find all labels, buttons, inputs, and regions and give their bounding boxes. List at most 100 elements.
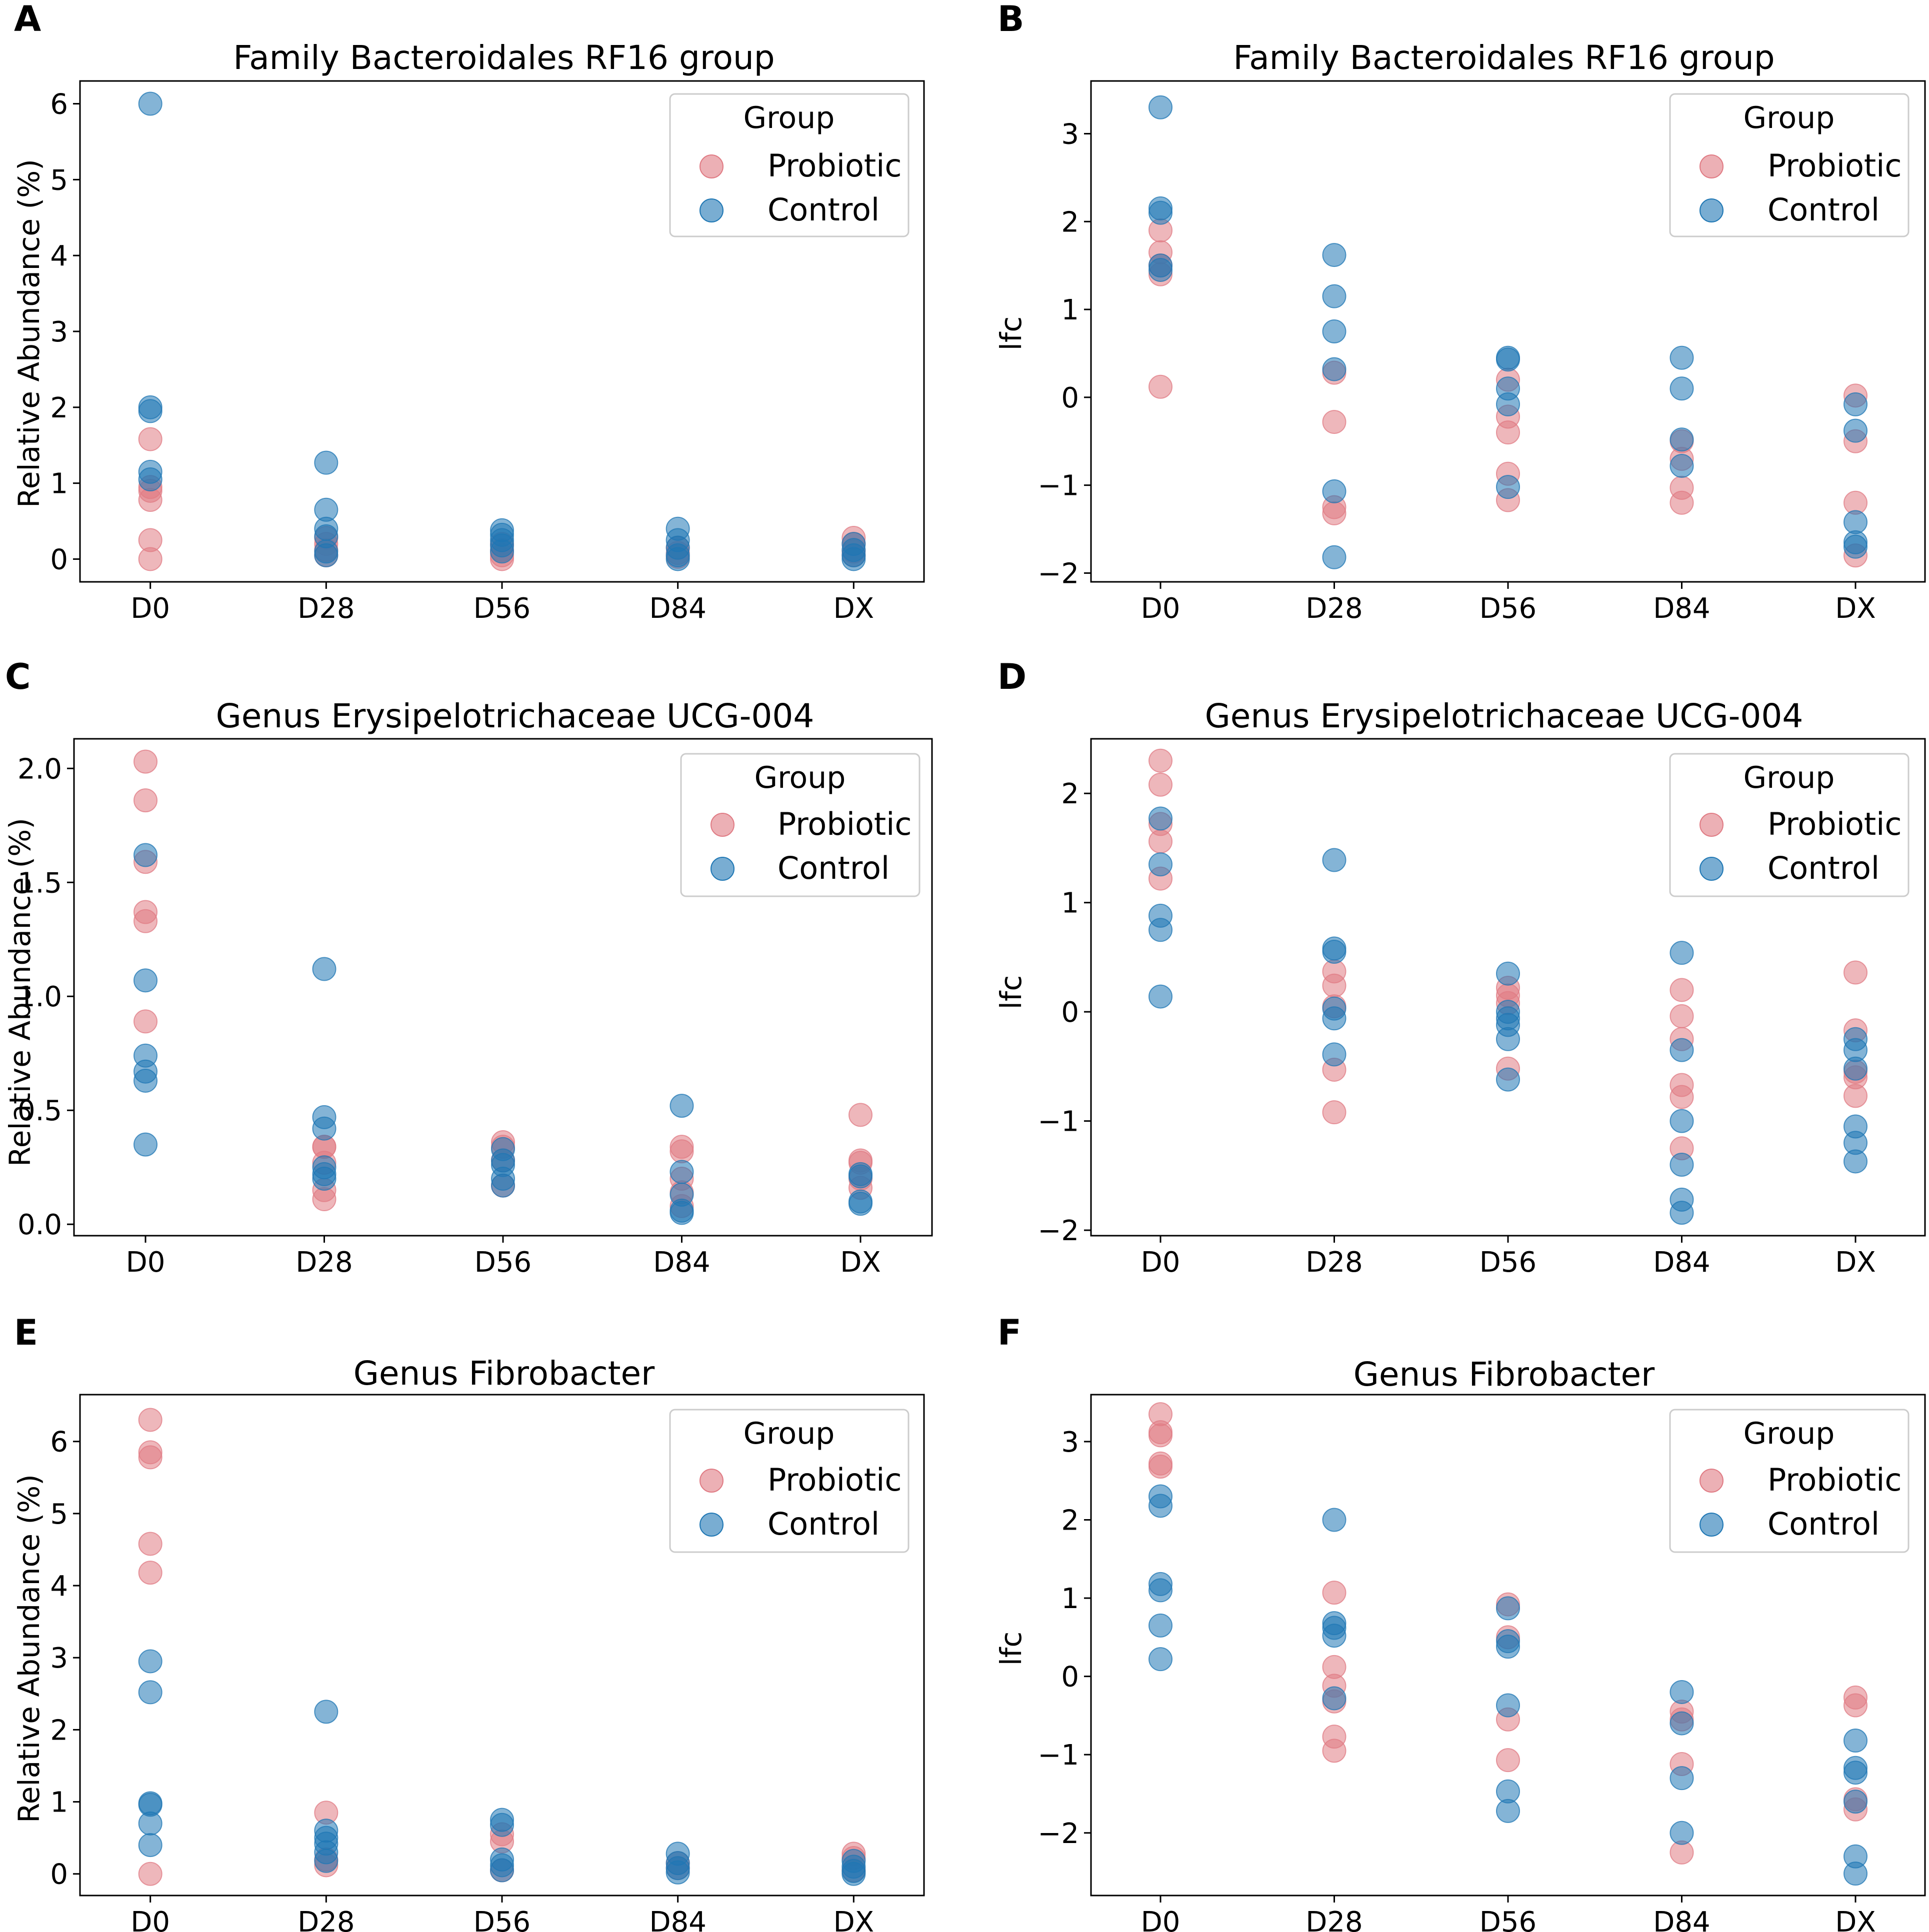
- y-tick-label: 4: [50, 240, 68, 272]
- legend-marker-probiotic: [710, 813, 734, 837]
- x-tick-label: D56: [474, 1246, 532, 1279]
- data-point-probiotic: [1670, 1085, 1694, 1109]
- data-point-probiotic: [312, 1187, 336, 1212]
- data-point-probiotic: [138, 1561, 162, 1585]
- panel-title: Genus Erysipelotrichaceae UCG-004: [216, 697, 814, 735]
- data-point-control: [1670, 1711, 1694, 1736]
- data-point-control: [1844, 534, 1868, 559]
- data-point-control: [1670, 1038, 1694, 1062]
- data-point-control: [670, 1201, 694, 1225]
- x-tick-label: DX: [1835, 1246, 1876, 1279]
- y-axis-label: Relative Abundance (%): [12, 159, 46, 508]
- data-point-control: [1496, 1596, 1520, 1621]
- data-point-control: [1322, 848, 1346, 872]
- data-point-control: [1670, 427, 1694, 452]
- data-point-control: [670, 1160, 694, 1184]
- legend-entry-probiotic: Probiotic: [778, 806, 912, 842]
- data-point-probiotic: [1496, 1748, 1520, 1773]
- legend-entry-probiotic: Probiotic: [768, 147, 902, 184]
- data-point-control: [1844, 1761, 1868, 1785]
- x-tick-label: D56: [1480, 1906, 1536, 1932]
- y-tick-label: 6: [50, 88, 68, 121]
- legend-marker-probiotic: [700, 154, 724, 178]
- y-axis-label: lfc: [994, 975, 1028, 1009]
- data-point-probiotic: [848, 1103, 872, 1127]
- data-point-control: [1670, 941, 1694, 965]
- y-tick-label: 0: [50, 1859, 68, 1891]
- x-tick-label: D28: [298, 592, 354, 625]
- legend-box: [680, 753, 920, 897]
- data-point-control: [1322, 357, 1346, 381]
- x-tick-label: DX: [834, 1906, 874, 1932]
- data-point-control: [1322, 1508, 1346, 1532]
- data-point-probiotic: [1148, 748, 1172, 773]
- data-points: [138, 1408, 866, 1886]
- data-point-control: [1148, 1578, 1172, 1603]
- legend-entry-control: Control: [1768, 850, 1880, 886]
- legend: Group Probiotic Control: [1669, 1409, 1910, 1553]
- data-points: [1148, 748, 1868, 1225]
- y-tick-label: −2: [1038, 1818, 1079, 1850]
- data-point-control: [138, 399, 162, 423]
- panel-title: Family Bacteroidales RF16 group: [233, 38, 774, 77]
- legend-marker-control: [1700, 1513, 1724, 1537]
- data-point-probiotic: [134, 788, 158, 813]
- plot-frame: [79, 1394, 925, 1897]
- data-point-control: [1844, 392, 1868, 416]
- data-point-control: [842, 547, 866, 571]
- panel-label: B: [998, 0, 1024, 39]
- legend: Group Probiotic Control: [669, 1409, 910, 1553]
- panel-label: E: [14, 1312, 38, 1353]
- plot-frame: [79, 80, 925, 583]
- y-tick-label: 0: [50, 543, 68, 576]
- data-point-control: [134, 968, 158, 993]
- y-tick-label: 1: [50, 1787, 68, 1819]
- data-point-control: [1844, 1790, 1868, 1814]
- y-tick-label: 2: [1061, 206, 1079, 238]
- data-point-control: [314, 1849, 338, 1873]
- legend-title: Group: [1744, 100, 1835, 135]
- y-tick-label: 1: [50, 468, 68, 500]
- legend-box: [1669, 93, 1910, 237]
- legend-entry-control: Control: [1768, 1506, 1880, 1542]
- data-point-probiotic: [138, 1408, 162, 1432]
- data-point-probiotic: [1148, 1455, 1172, 1479]
- data-point-control: [1148, 852, 1172, 877]
- data-point-control: [1496, 1635, 1520, 1659]
- data-point-control: [1670, 453, 1694, 478]
- data-point-control: [138, 1680, 162, 1705]
- data-point-control: [138, 1649, 162, 1674]
- data-point-control: [1496, 475, 1520, 499]
- x-tick-label: D0: [1141, 592, 1180, 625]
- panel-title: Genus Fibrobacter: [1354, 1355, 1655, 1394]
- legend-entry-control: Control: [1768, 191, 1880, 228]
- data-point-control: [1322, 479, 1346, 503]
- data-point-probiotic: [1496, 420, 1520, 445]
- data-point-control: [1670, 1766, 1694, 1791]
- data-point-control: [1670, 1821, 1694, 1845]
- legend-title: Group: [754, 760, 846, 795]
- panel-c: C Genus Erysipelotrichaceae UCG-004 Rela…: [3, 656, 933, 1279]
- legend-marker-probiotic: [1700, 813, 1724, 837]
- data-point-control: [138, 1833, 162, 1858]
- data-point-probiotic: [1322, 410, 1346, 434]
- panel-d: D Genus Erysipelotrichaceae UCG-004 lfc …: [994, 656, 1926, 1279]
- data-point-control: [1148, 257, 1172, 282]
- data-point-control: [848, 1192, 872, 1216]
- data-point-probiotic: [138, 1445, 162, 1470]
- x-tick-label: D84: [1653, 1906, 1710, 1932]
- data-point-control: [1496, 1027, 1520, 1051]
- data-point-control: [1322, 1624, 1346, 1648]
- y-tick-label: 3: [50, 1642, 68, 1675]
- panel-e: E Genus Fibrobacter Relative Abundance (…: [12, 1312, 925, 1932]
- data-point-control: [1496, 1799, 1520, 1823]
- legend: Group Probiotic Control: [1669, 93, 1910, 237]
- data-point-control: [312, 1167, 336, 1191]
- axis-ticks: D0 D28 D56 D84 DX −2 −1 0 1 2 3: [1038, 118, 1876, 625]
- data-point-control: [1844, 510, 1868, 534]
- x-tick-label: D28: [296, 1246, 352, 1279]
- data-point-control: [1148, 918, 1172, 942]
- data-point-probiotic: [138, 1862, 162, 1886]
- y-tick-label: 6: [50, 1426, 68, 1459]
